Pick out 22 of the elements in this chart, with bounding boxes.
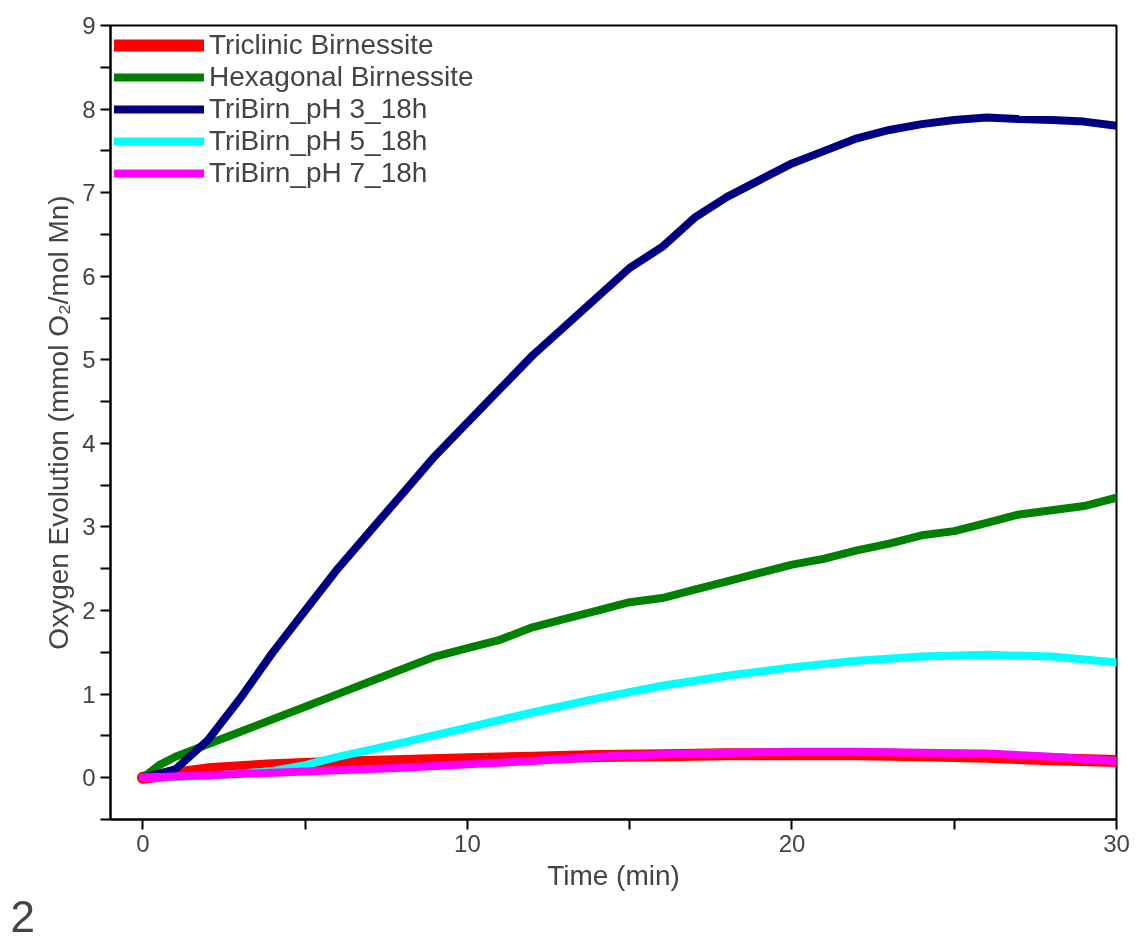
x-tick-label: 30 (1103, 829, 1130, 857)
legend-label: TriBirn_pH 5_18h (209, 125, 428, 157)
x-axis-title: Time (min) (547, 859, 680, 891)
x-tick-label: 0 (136, 829, 150, 857)
y-tick-label: 1 (82, 680, 96, 708)
y-axis-title: Oxygen Evolution (mmol O₂/mol Mn) (43, 195, 75, 650)
text: 2 (10, 891, 35, 936)
x-tick-label: 20 (778, 829, 806, 857)
y-tick-label: 7 (82, 179, 96, 207)
legend-label: TriBirn_pH 3_18h (209, 93, 428, 125)
legend-label: Hexagonal Birnessite (209, 61, 474, 93)
y-tick-label: 2 (82, 597, 96, 625)
x-tick-label: 10 (454, 829, 481, 857)
y-tick-label: 8 (82, 95, 96, 123)
y-tick-label: 4 (82, 429, 96, 457)
legend-label: Triclinic Birnessite (209, 29, 434, 61)
y-tick-label: 5 (82, 346, 96, 374)
legend-label: TriBirn_pH 7_18h (209, 157, 428, 189)
y-tick-label: 3 (82, 513, 96, 541)
y-tick-label: 6 (82, 262, 96, 290)
y-tick-label: 9 (82, 12, 96, 39)
y-tick-label: 0 (82, 764, 96, 792)
